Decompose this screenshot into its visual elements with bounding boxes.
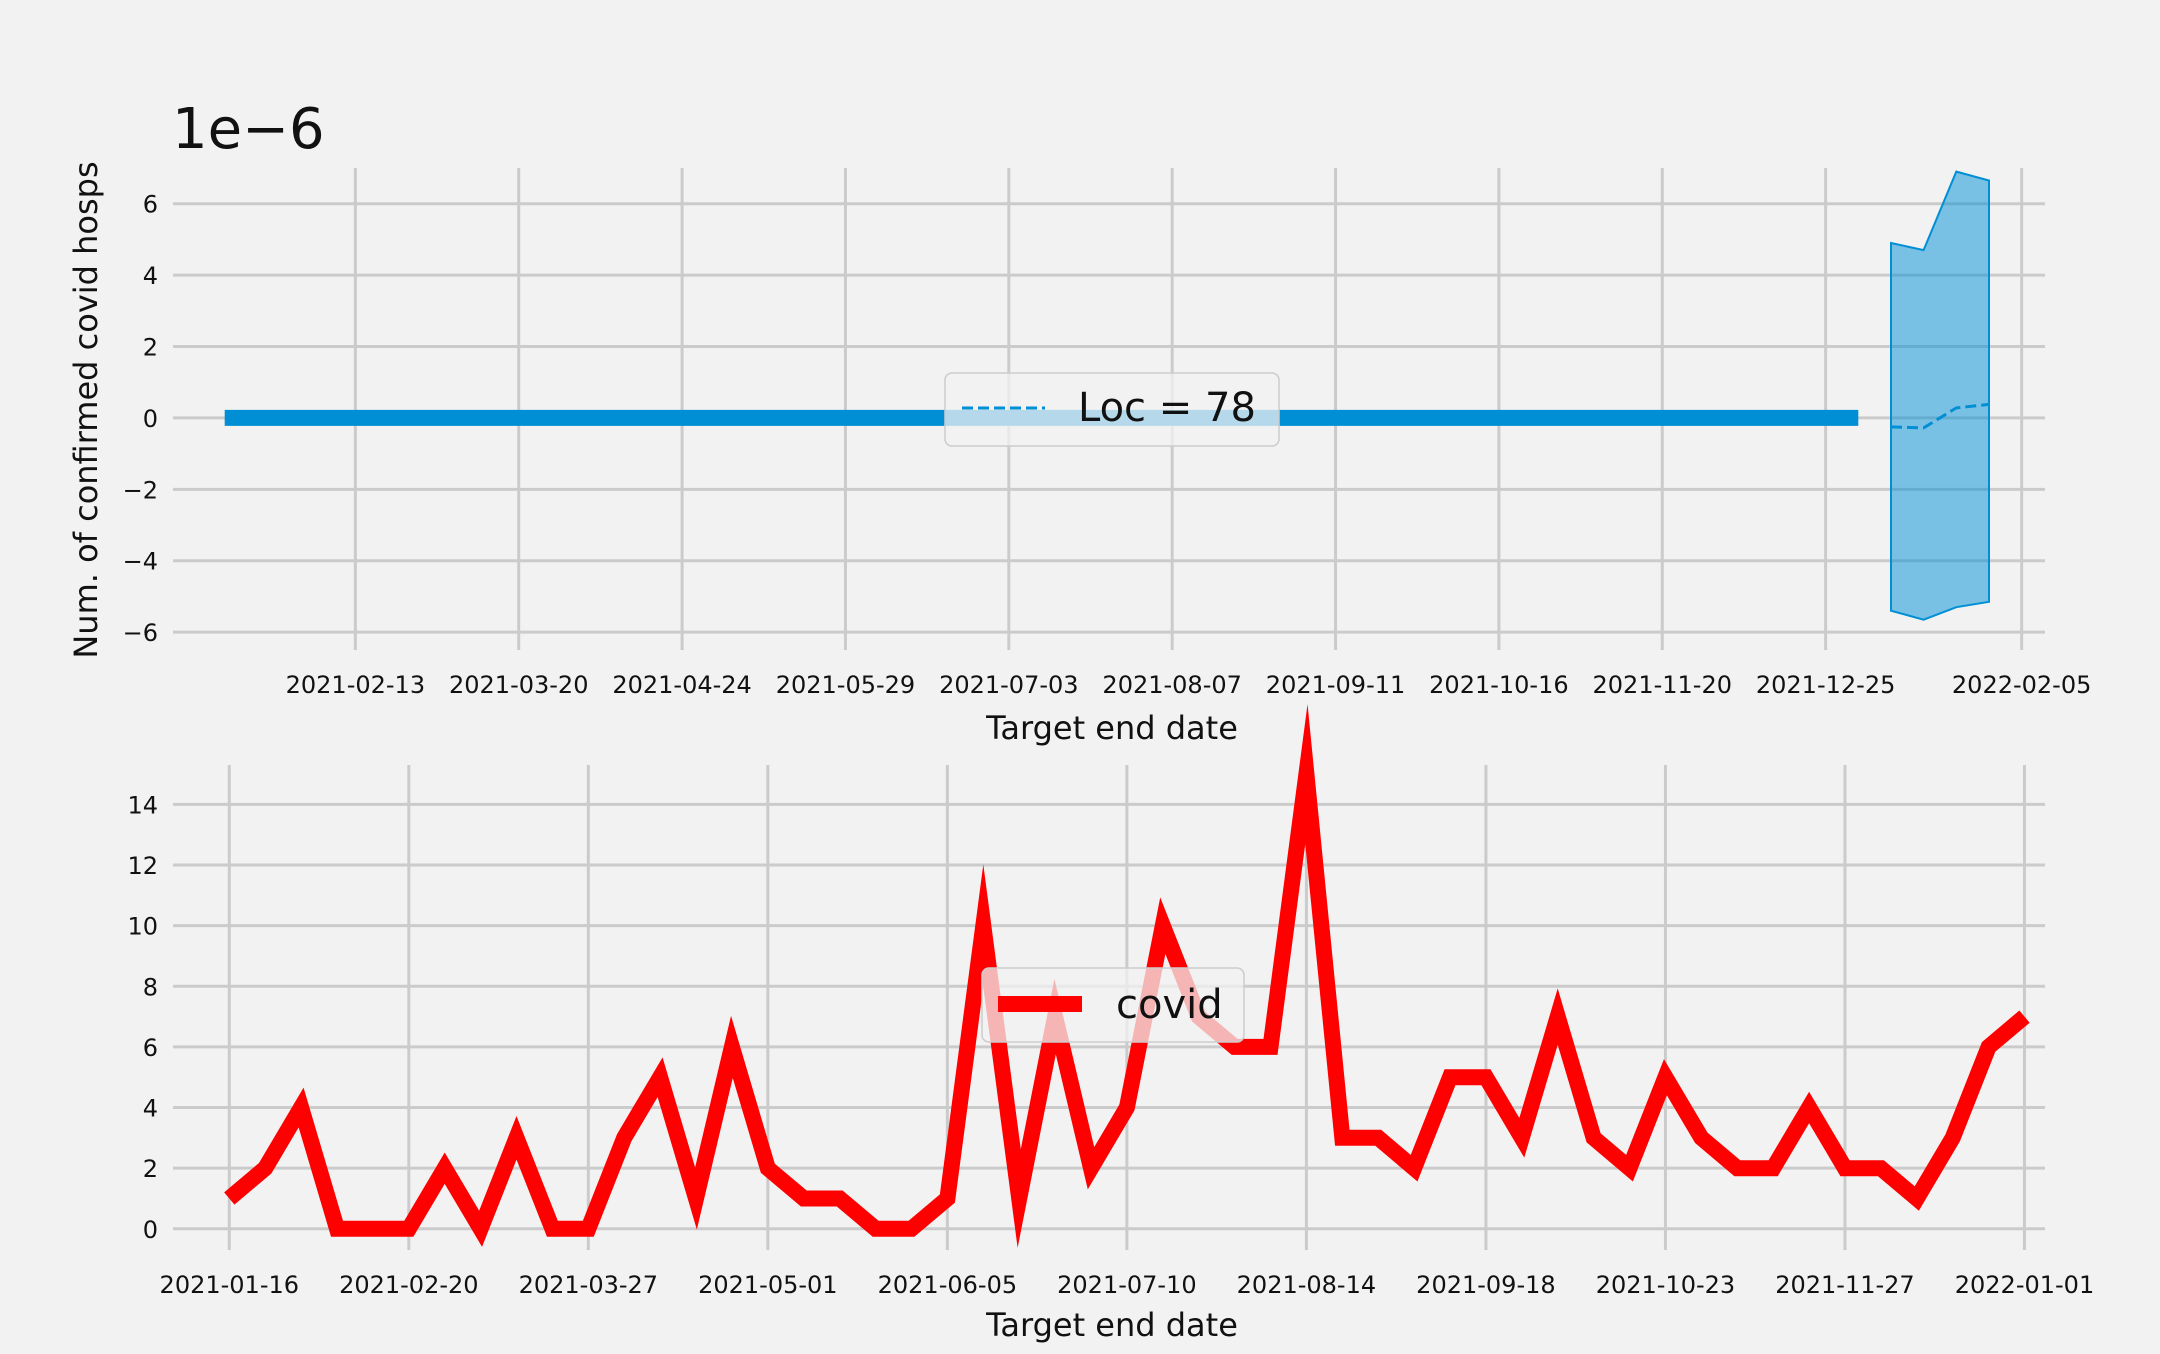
bottom-y-tick-label: 0 (143, 1216, 158, 1244)
bottom-x-tick-label: 2021-02-20 (339, 1271, 478, 1299)
top-x-tick-label: 2021-07-03 (939, 671, 1078, 699)
bottom-y-tick-labels: 0 2 4 6 8 10 12 14 (127, 791, 158, 1243)
bottom-x-tick-label: 2021-01-16 (160, 1271, 299, 1299)
top-interval-band (1890, 170, 1990, 621)
top-y-axis-label: Num. of confirmed covid hosps (67, 161, 105, 658)
bottom-x-axis-label: Target end date (985, 1306, 1238, 1344)
top-x-tick-label: 2021-04-24 (612, 671, 751, 699)
bottom-x-tick-label: 2021-05-01 (698, 1271, 837, 1299)
top-x-tick-labels: 2021-02-13 2021-03-20 2021-04-24 2021-05-29… (286, 671, 2092, 699)
bottom-y-tick-label: 6 (143, 1034, 158, 1062)
top-offset-text: 1e−6 (172, 97, 325, 162)
bottom-legend-label: covid (1116, 982, 1223, 1028)
top-forecast-median-line (1890, 402, 1990, 430)
top-y-tick-label: 4 (143, 262, 158, 290)
top-legend: Loc = 78 (944, 372, 1280, 447)
top-x-tick-label: 2021-02-13 (286, 671, 425, 699)
top-x-tick-label: 2021-08-07 (1102, 671, 1241, 699)
top-y-tick-labels: −6 −4 −2 0 2 4 6 (123, 191, 158, 647)
top-y-tick-label: −4 (123, 548, 158, 576)
bottom-y-tick-label: 4 (143, 1095, 158, 1123)
top-x-tick-label: 2021-11-20 (1593, 671, 1732, 699)
top-x-axis-label: Target end date (985, 709, 1238, 747)
top-x-tick-label: 2021-03-20 (449, 671, 588, 699)
bottom-x-tick-label: 2021-08-14 (1237, 1271, 1376, 1299)
bottom-x-tick-label: 2021-09-18 (1416, 1271, 1555, 1299)
bottom-x-tick-label: 2021-10-23 (1596, 1271, 1735, 1299)
top-y-tick-label: 0 (143, 405, 158, 433)
bottom-y-tick-label: 2 (143, 1155, 158, 1183)
bottom-x-tick-label: 2021-03-27 (519, 1271, 658, 1299)
top-y-tick-label: 2 (143, 334, 158, 362)
bottom-y-tick-label: 10 (127, 913, 158, 941)
bottom-panel: 0 2 4 6 8 10 12 14 2021-01-16 2021-02-20 2021-03-… (127, 704, 2095, 1344)
top-x-tick-label: 2021-09-11 (1266, 671, 1405, 699)
bottom-x-tick-label: 2022-01-01 (1955, 1271, 2094, 1299)
top-panel: −6 −4 −2 0 2 4 6 2021-02-13 2021-03-20 2021-04-2… (67, 97, 2091, 747)
top-y-tick-label: −6 (123, 619, 158, 647)
bottom-y-tick-label: 14 (127, 791, 158, 819)
bottom-x-tick-labels: 2021-01-16 2021-02-20 2021-03-27 2021-05-01… (160, 1271, 2095, 1299)
bottom-covid-line (224, 704, 2030, 1248)
bottom-x-tick-label: 2021-11-27 (1775, 1271, 1914, 1299)
top-x-tick-label: 2021-05-29 (776, 671, 915, 699)
top-x-tick-label: 2021-12-25 (1756, 671, 1895, 699)
top-y-tick-label: −2 (123, 476, 158, 504)
bottom-y-tick-label: 8 (143, 973, 158, 1001)
top-legend-label: Loc = 78 (1078, 385, 1256, 431)
bottom-x-tick-label: 2021-06-05 (878, 1271, 1017, 1299)
bottom-legend-box (981, 967, 1245, 1043)
bottom-legend: covid (981, 967, 1245, 1043)
top-x-tick-label: 2022-02-05 (1952, 671, 2091, 699)
top-y-tick-label: 6 (143, 191, 158, 219)
top-legend-box (944, 372, 1280, 447)
bottom-x-tick-label: 2021-07-10 (1057, 1271, 1196, 1299)
top-x-tick-label: 2021-10-16 (1429, 671, 1568, 699)
bottom-y-tick-label: 12 (127, 852, 158, 880)
